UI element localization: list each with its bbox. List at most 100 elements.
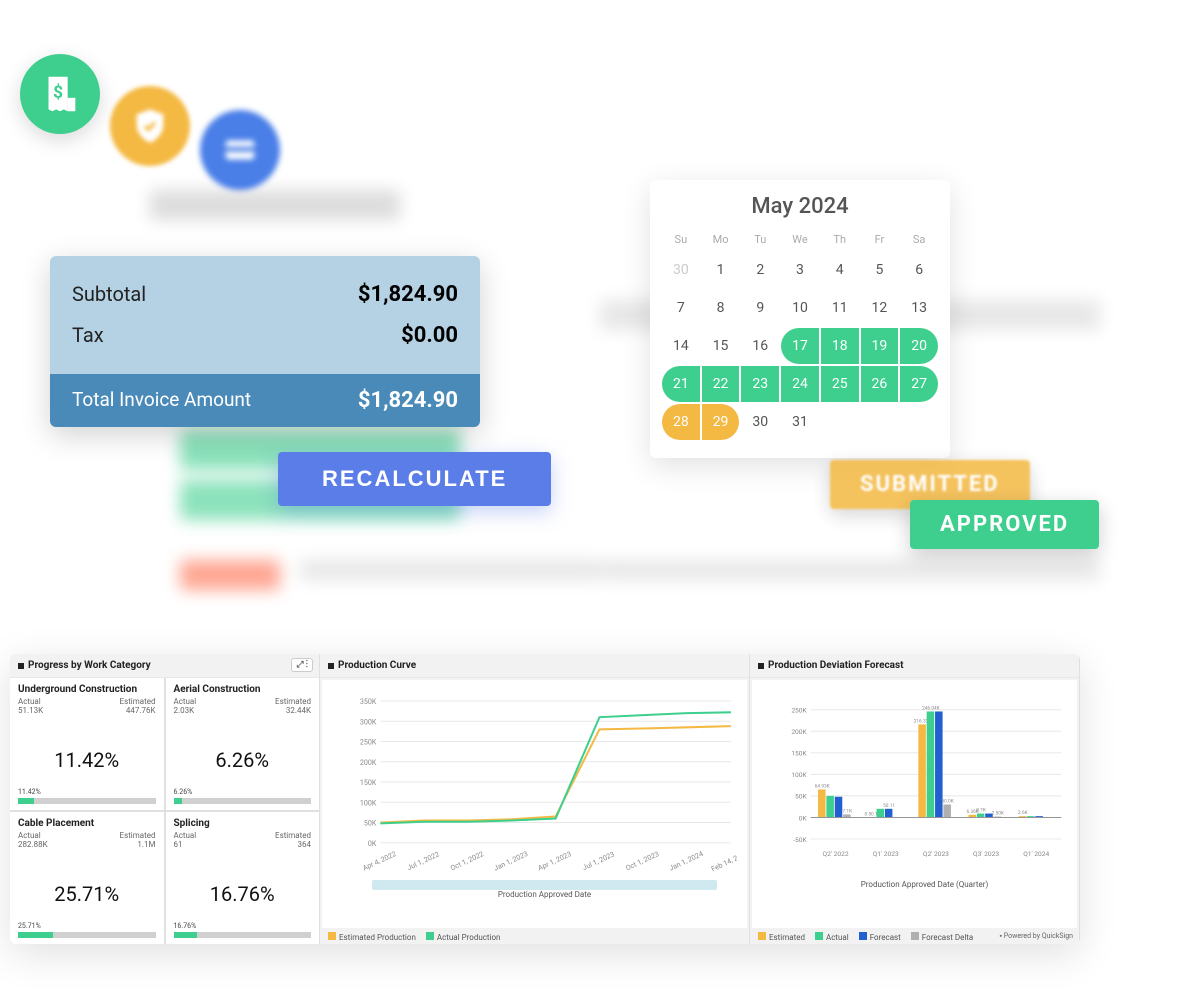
receipt-dollar-icon: $	[20, 54, 100, 134]
calendar-day[interactable]: 31	[781, 404, 819, 440]
progress-card: Underground Construction Actual51.13KEst…	[10, 678, 164, 810]
calendar-day[interactable]: 22	[702, 366, 740, 402]
svg-text:Apr 1, 2023: Apr 1, 2023	[536, 849, 572, 872]
legend-item: Estimated	[758, 932, 805, 942]
calendar-day[interactable]: 28	[662, 404, 700, 440]
calendar-day[interactable]: 9	[741, 290, 779, 326]
calendar-day[interactable]: 19	[861, 328, 899, 364]
calendar-day[interactable]: 25	[821, 366, 859, 402]
calendar-dow: We	[781, 229, 819, 250]
card-title: Cable Placement	[18, 818, 156, 829]
svg-text:Jul 1, 2023: Jul 1, 2023	[581, 849, 616, 872]
legend-item: Actual	[815, 932, 849, 942]
legend-item: Forecast	[859, 932, 901, 942]
svg-text:Jul 1, 2022: Jul 1, 2022	[406, 849, 441, 872]
card-pct: 6.26%	[215, 748, 269, 772]
svg-text:100K: 100K	[360, 798, 377, 807]
svg-text:300K: 300K	[360, 717, 377, 726]
calendar-day[interactable]: 27	[900, 366, 938, 402]
svg-text:Jan 1, 2023: Jan 1, 2023	[492, 849, 529, 873]
calendar-dow: Mo	[702, 229, 740, 250]
legend-item: Actual Production	[426, 932, 501, 942]
calendar-day[interactable]: 5	[861, 252, 899, 288]
calendar-day[interactable]: 30	[741, 404, 779, 440]
calendar-day[interactable]: 26	[861, 366, 899, 402]
legend-item: Forecast Delta	[911, 932, 973, 942]
calendar-dow: Sa	[900, 229, 938, 250]
calendar-day[interactable]: 8	[702, 290, 740, 326]
svg-text:200K: 200K	[360, 758, 377, 767]
curve-axis-title: Production Approved Date	[352, 890, 737, 899]
svg-text:150K: 150K	[360, 778, 377, 787]
calendar-day[interactable]: 16	[741, 328, 779, 364]
svg-text:350K: 350K	[360, 697, 377, 706]
calendar-day[interactable]: 4	[821, 252, 859, 288]
calendar-day[interactable]: 17	[781, 328, 819, 364]
calendar-dow: Fr	[861, 229, 899, 250]
subtotal-value: $1,824.90	[358, 282, 458, 307]
production-curve-chart: 0K50K100K150K200K250K300K350KApr 4, 2022…	[352, 686, 737, 876]
tax-value: $0.00	[401, 323, 458, 348]
calendar-day[interactable]: 21	[662, 366, 700, 402]
calendar-day[interactable]: 13	[900, 290, 938, 326]
progress-card: Splicing Actual61Estimated364 16.76% 16.…	[166, 812, 320, 944]
calendar-title: May 2024	[662, 194, 938, 219]
calendar-day[interactable]: 20	[900, 328, 938, 364]
svg-text:250K: 250K	[791, 707, 807, 715]
svg-text:2.50K: 2.50K	[992, 811, 1004, 817]
recalculate-button[interactable]: RECALCULATE	[278, 452, 551, 506]
dashboard-panel: Progress by Work Category ⤢ ⋮ Undergroun…	[10, 654, 1080, 944]
calendar-day[interactable]: 14	[662, 328, 700, 364]
svg-text:250K: 250K	[360, 738, 377, 747]
svg-text:$: $	[53, 83, 63, 103]
total-label: Total Invoice Amount	[72, 388, 251, 413]
calendar-day[interactable]: 1	[702, 252, 740, 288]
calendar-dow: Th	[821, 229, 859, 250]
calendar-grid: SuMoTuWeThFrSa30123456789101112131415161…	[662, 229, 938, 440]
expand-icon[interactable]: ⤢ ⋮	[291, 658, 313, 672]
calendar-day[interactable]: 10	[781, 290, 819, 326]
production-curve-column: Production Curve 0K50K100K150K200K250K30…	[320, 654, 750, 944]
svg-text:Q3' 2023: Q3' 2023	[973, 850, 999, 858]
svg-text:Q1' 2024: Q1' 2024	[1023, 850, 1049, 858]
card-pct: 25.71%	[54, 882, 119, 906]
tax-label: Tax	[72, 323, 104, 348]
svg-text:50K: 50K	[364, 819, 377, 828]
calendar-day[interactable]: 7	[662, 290, 700, 326]
shield-check-icon	[110, 86, 190, 166]
svg-text:50K: 50K	[795, 793, 807, 801]
calendar-day[interactable]: 29	[702, 404, 740, 440]
progress-column: Progress by Work Category ⤢ ⋮ Undergroun…	[10, 654, 320, 944]
deviation-bar-chart: -50K0K50K100K150K200K250K64.93K7.1KQ2' 2…	[782, 686, 1067, 876]
svg-text:30.0K: 30.0K	[941, 799, 953, 805]
calendar-day[interactable]: 23	[741, 366, 779, 402]
card-icon	[200, 110, 280, 190]
calendar-day[interactable]: 2	[741, 252, 779, 288]
svg-text:246.04K: 246.04K	[922, 706, 940, 712]
calendar-day[interactable]: 24	[781, 366, 819, 402]
calendar-day[interactable]: 3	[781, 252, 819, 288]
svg-text:2.6K: 2.6K	[1018, 810, 1028, 816]
svg-text:-50K: -50K	[793, 836, 807, 844]
svg-text:Apr 4, 2022: Apr 4, 2022	[361, 849, 397, 872]
progress-card: Cable Placement Actual282.88KEstimated1.…	[10, 812, 164, 944]
date-range-slider[interactable]	[372, 880, 717, 890]
svg-text:50.11: 50.11	[883, 803, 895, 809]
total-value: $1,824.90	[358, 388, 458, 413]
calendar-day[interactable]: 30	[662, 252, 700, 288]
calendar-day[interactable]: 12	[861, 290, 899, 326]
progress-card: Aerial Construction Actual2.03KEstimated…	[166, 678, 320, 810]
calendar-day[interactable]: 11	[821, 290, 859, 326]
card-pct: 11.42%	[54, 748, 119, 772]
card-pct: 16.76%	[210, 882, 275, 906]
bg-blur	[150, 190, 400, 220]
deviation-column: Production Deviation Forecast -50K0K50K1…	[750, 654, 1080, 944]
bg-blur	[600, 560, 1100, 580]
bg-blur	[300, 560, 600, 580]
calendar-day[interactable]: 15	[702, 328, 740, 364]
legend-item: Estimated Production	[328, 932, 416, 942]
progress-title: Progress by Work Category	[28, 660, 151, 671]
powered-by-label: ▪ Powered by QuickSign	[1000, 932, 1073, 940]
calendar-day[interactable]: 6	[900, 252, 938, 288]
calendar-day[interactable]: 18	[821, 328, 859, 364]
